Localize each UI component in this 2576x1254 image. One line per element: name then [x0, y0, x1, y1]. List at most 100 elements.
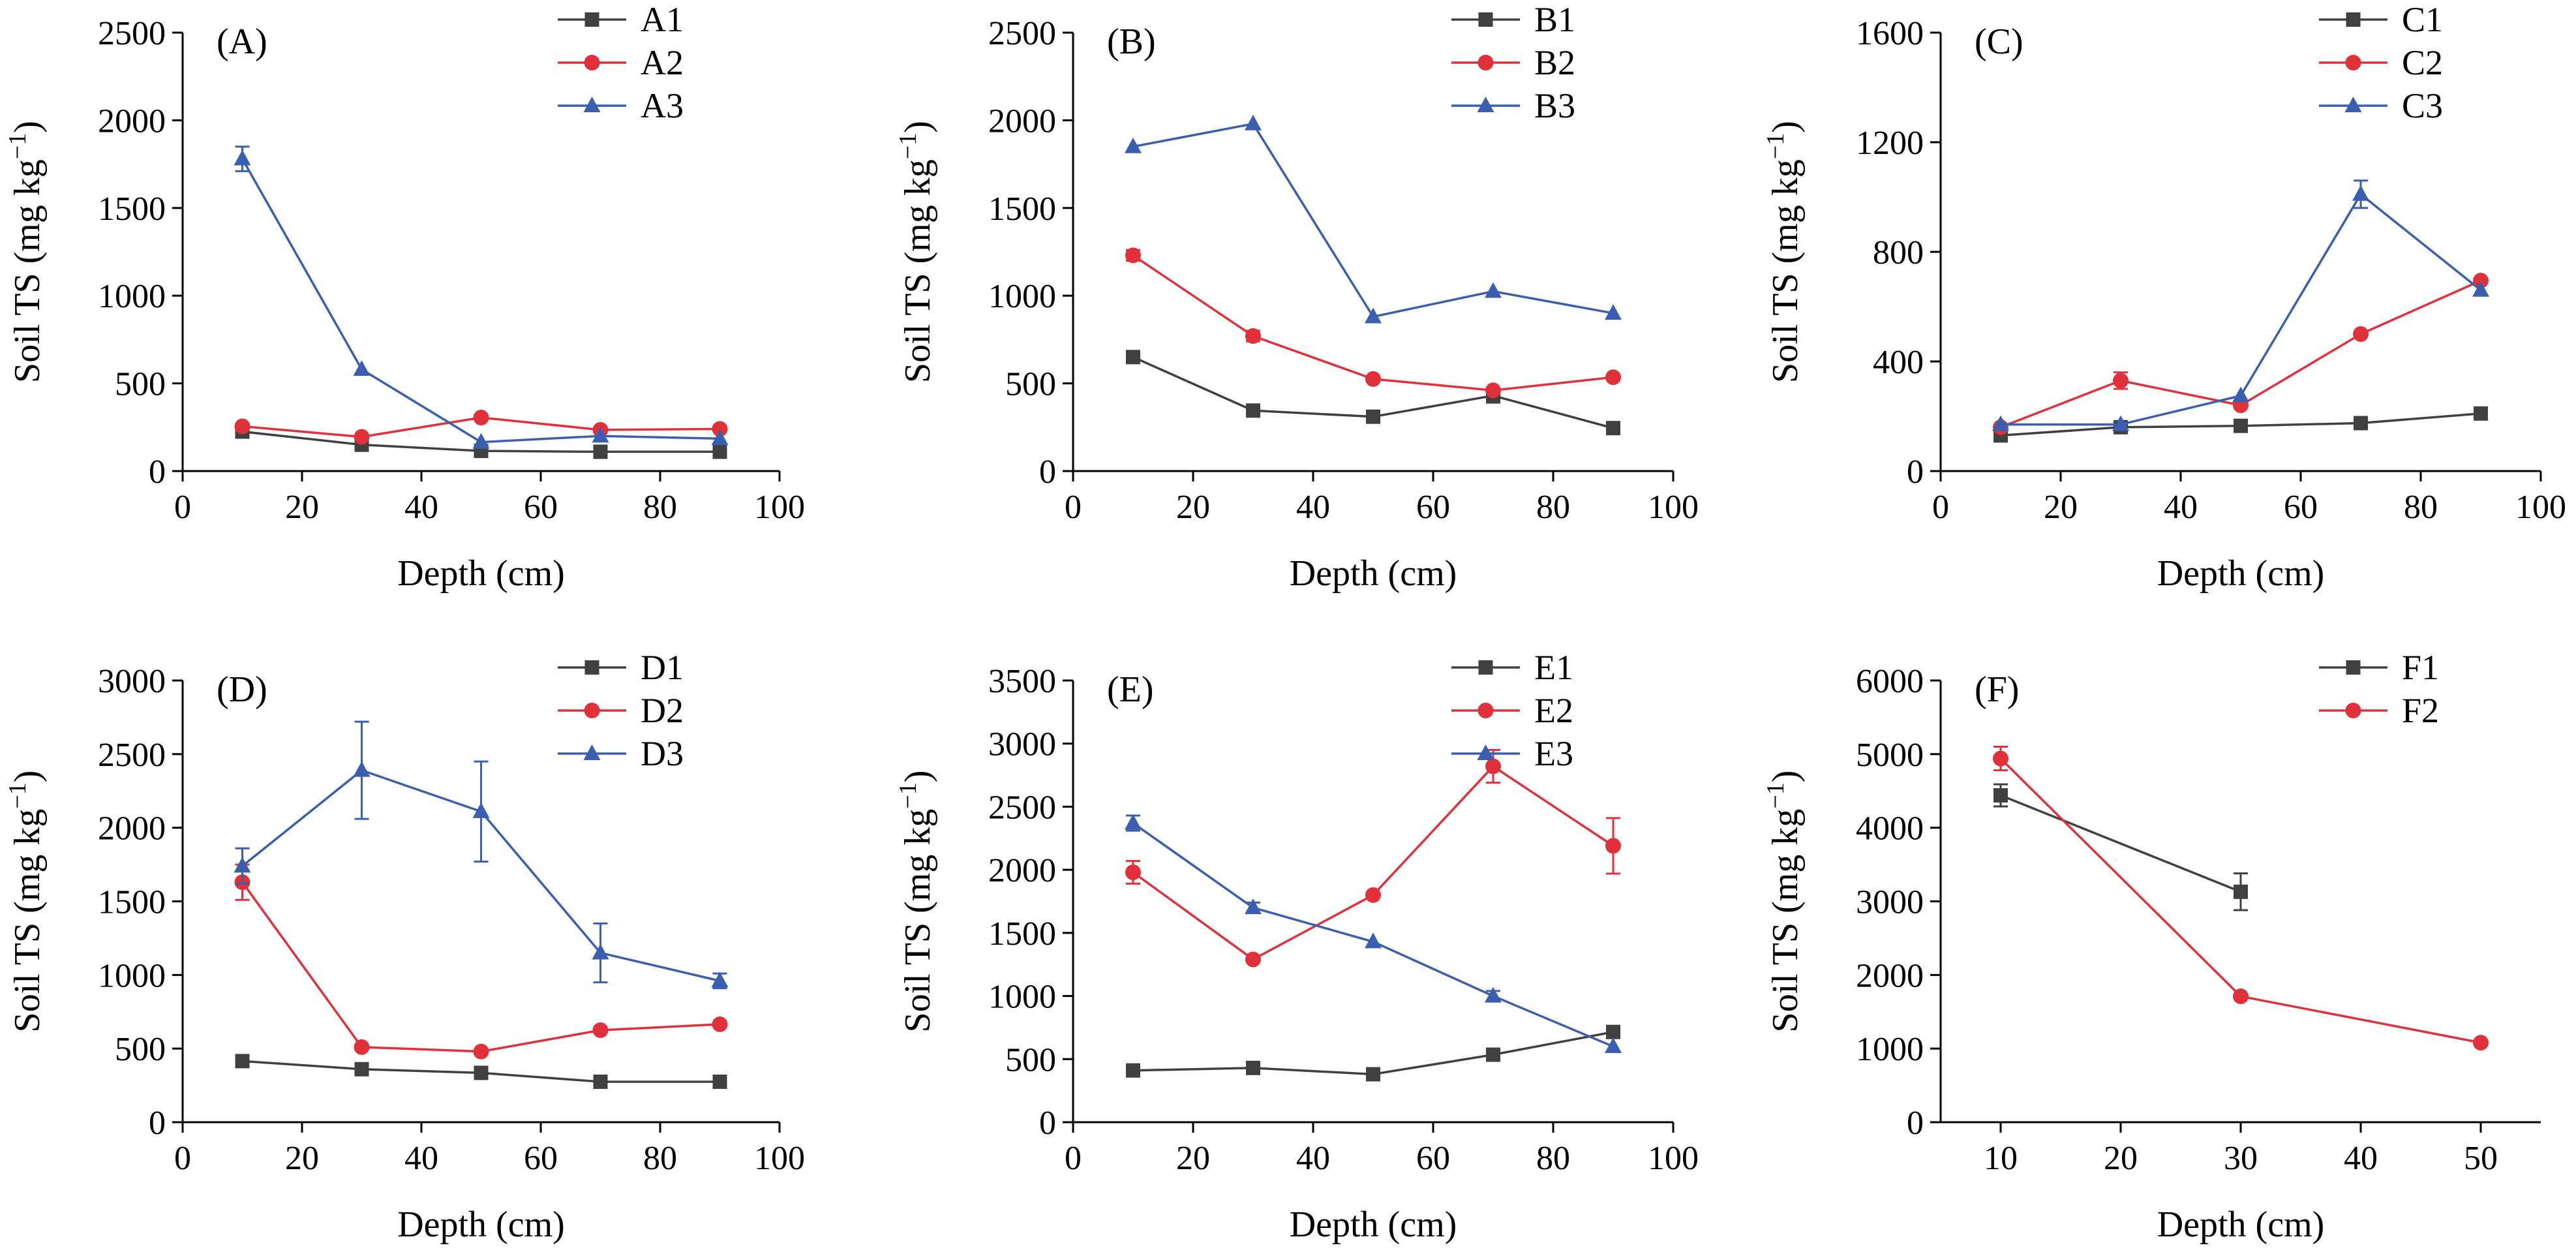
x-axis-title: Depth (cm)	[2157, 1204, 2325, 1245]
legend-marker	[2344, 97, 2362, 112]
y-tick-label: 500	[115, 366, 166, 403]
legend-marker	[1478, 660, 1493, 675]
y-tick-label: 2000	[988, 102, 1056, 140]
y-tick-label: 500	[1005, 1041, 1056, 1078]
legend-marker	[584, 660, 599, 675]
data-point	[2234, 884, 2248, 899]
series-line	[241, 158, 720, 444]
data-point	[234, 418, 250, 435]
panel-label: (B)	[1107, 22, 1156, 62]
y-tick-label: 1500	[988, 915, 1056, 953]
x-tick-label: 80	[2404, 489, 2438, 526]
y-tick-label: 3000	[988, 726, 1056, 763]
legend-label: B3	[1534, 86, 1575, 125]
data-point	[593, 444, 608, 459]
data-point	[1605, 838, 1621, 854]
y-tick-label: 2000	[1856, 957, 1924, 994]
data-point	[1246, 1060, 1260, 1075]
x-tick-label: 20	[2044, 489, 2078, 526]
data-point	[1485, 986, 1502, 1003]
y-tick-label: 0	[1039, 1105, 1056, 1142]
data-point	[2234, 418, 2248, 433]
data-point	[234, 149, 251, 166]
data-point	[353, 761, 371, 777]
data-point	[1245, 114, 1262, 130]
y-tick-label: 2500	[98, 737, 166, 774]
series-F1	[1993, 783, 2248, 911]
data-point	[1365, 932, 1382, 949]
legend-label: C3	[2402, 86, 2443, 125]
legend: C1 C2 C3	[2319, 0, 2443, 125]
data-point	[1605, 304, 1622, 320]
data-point	[474, 1065, 489, 1080]
y-tick-label: 1500	[98, 884, 166, 921]
x-tick-label: 0	[174, 489, 191, 526]
x-axis-title: Depth (cm)	[397, 1204, 565, 1245]
y-tick-label: 400	[1873, 344, 1924, 381]
data-point	[1365, 307, 1382, 324]
series-D3	[234, 720, 729, 990]
series-A3	[234, 145, 729, 449]
data-point	[1485, 382, 1501, 399]
y-tick-label: 0	[1907, 1105, 1924, 1142]
x-tick-label: 40	[1296, 1140, 1330, 1177]
data-point	[2472, 281, 2489, 297]
x-tick-label: 30	[2224, 1140, 2258, 1177]
y-tick-label: 3500	[988, 663, 1056, 700]
y-tick-label: 3000	[98, 663, 166, 700]
data-point	[1125, 814, 1142, 830]
y-axis-title: Soil TS (mg kg−1)	[894, 771, 938, 1033]
legend-marker	[1477, 55, 1494, 70]
legend-marker	[2346, 12, 2361, 27]
data-point	[354, 429, 370, 445]
y-tick-label: 1500	[98, 191, 166, 228]
x-tick-label: 20	[285, 489, 319, 526]
legend-marker	[2346, 660, 2361, 675]
data-point	[711, 971, 729, 988]
x-axis-title: Depth (cm)	[1290, 1204, 1457, 1245]
y-axis-title: Soil TS (mg kg−1)	[4, 771, 48, 1033]
y-tick-label: 800	[1873, 234, 1924, 271]
y-tick-label: 3000	[1856, 884, 1924, 921]
data-point	[1993, 788, 2008, 803]
y-tick-label: 500	[1005, 366, 1056, 403]
y-tick-label: 2500	[98, 15, 166, 52]
y-tick-label: 2000	[98, 810, 166, 848]
legend-label: B2	[1534, 43, 1575, 82]
chart-panel-6: 0 1000 2000 3000 4000 5000 6000 10 20 30 40 50 Depth…	[1762, 648, 2541, 1245]
series-C3	[1992, 179, 2489, 431]
data-point	[712, 1074, 727, 1089]
chart-panel-5: 0 500 1000 1500 2000 2500 3000 3500 0 20 40 60 80 100…	[894, 648, 1699, 1245]
legend-label: A3	[641, 86, 684, 125]
x-tick-label: 40	[2344, 1140, 2378, 1177]
y-tick-label: 1000	[988, 278, 1056, 315]
x-tick-label: 80	[1536, 1140, 1570, 1177]
x-tick-label: 20	[2104, 1140, 2138, 1177]
data-point	[2473, 273, 2489, 289]
data-point	[1993, 750, 2008, 767]
data-point	[1485, 758, 1501, 774]
legend-marker	[1478, 12, 1493, 27]
y-tick-label: 2500	[988, 789, 1056, 826]
series-B1	[1126, 350, 1620, 436]
data-point	[592, 943, 609, 960]
legend-label: E2	[1534, 691, 1573, 730]
y-tick-label: 4000	[1856, 810, 1924, 848]
series-D1	[235, 1054, 727, 1089]
x-tick-label: 80	[1536, 489, 1570, 526]
y-axis-title: Soil TS (mg kg−1)	[4, 121, 48, 383]
data-point	[2113, 373, 2129, 389]
x-tick-label: 100	[2515, 489, 2566, 526]
data-point	[1606, 421, 1620, 436]
x-tick-label: 100	[1648, 1140, 1699, 1177]
legend: A1 A2 A3	[558, 0, 684, 125]
data-point	[1992, 415, 2009, 431]
data-point	[711, 429, 729, 446]
data-point	[1605, 1037, 1622, 1053]
x-tick-label: 60	[524, 489, 558, 526]
legend-marker	[1477, 744, 1494, 760]
legend: B1 B2 B3	[1451, 0, 1575, 125]
x-axis-title: Depth (cm)	[1290, 553, 1457, 594]
x-tick-label: 20	[1176, 1140, 1210, 1177]
